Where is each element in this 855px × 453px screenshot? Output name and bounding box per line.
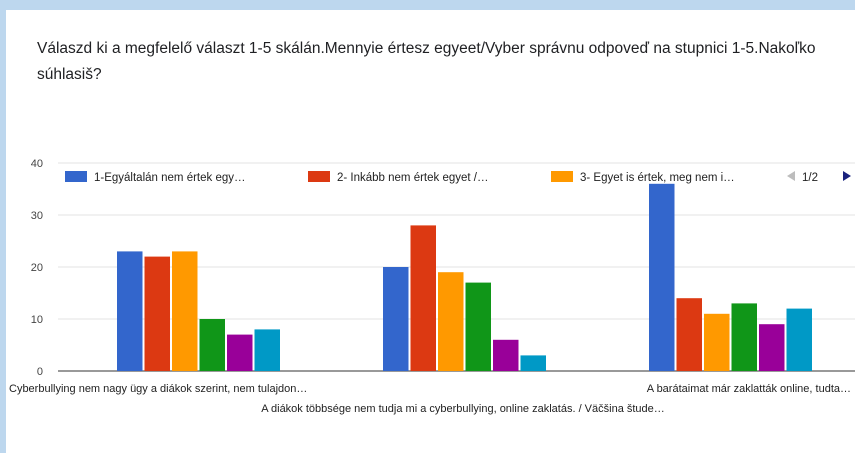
legend-item: 3- Egyet is értek, meg nem i… [551, 171, 735, 184]
bar [493, 339, 519, 371]
bars [117, 183, 812, 371]
bar [520, 355, 546, 371]
bar [254, 329, 280, 371]
bar [438, 272, 464, 371]
legend-label: 1-Egyáltalán nem értek egy… [94, 172, 246, 184]
y-tick-label: 40 [31, 158, 43, 170]
bar [227, 334, 253, 371]
x-category-label: A barátaimat már zaklatták online, tudta… [647, 383, 851, 395]
bar [676, 298, 702, 371]
chart-title: Válaszd ki a megfelelő választ 1-5 skálá… [37, 40, 816, 83]
bar-chart: 0 10 20 30 40 Cyberbullying nem nagy ügy a d… [9, 158, 855, 415]
legend-swatch [551, 171, 573, 182]
chart-card: Válaszd ki a megfelelő választ 1-5 skálá… [6, 10, 855, 453]
bar [199, 319, 225, 371]
legend-swatch [308, 171, 330, 182]
legend-label: 3- Egyet is értek, meg nem i… [580, 172, 735, 184]
bar [465, 282, 491, 371]
legend-page-indicator: 1/2 [802, 172, 818, 184]
legend-label: 2- Inkább nem értek egyet /… [337, 172, 489, 184]
prev-page-icon[interactable] [787, 171, 795, 181]
x-axis: Cyberbullying nem nagy ügy a diákok szer… [9, 383, 851, 415]
y-tick-label: 30 [31, 210, 43, 222]
y-tick-label: 0 [37, 366, 43, 378]
bar [410, 225, 436, 371]
bar [649, 183, 675, 371]
bar [786, 308, 812, 371]
x-category-label: A diákok többsége nem tudja mi a cyberbu… [261, 403, 665, 415]
bar [759, 324, 785, 371]
bar [731, 303, 757, 371]
bar [704, 313, 730, 371]
bar [383, 267, 409, 371]
legend-item: 1-Egyáltalán nem értek egy… [65, 171, 246, 184]
y-tick-label: 20 [31, 262, 43, 274]
legend-item: 2- Inkább nem értek egyet /… [308, 171, 489, 184]
legend: 1-Egyáltalán nem értek egy… 2- Inkább nem… [65, 171, 851, 184]
y-tick-label: 10 [31, 314, 43, 326]
next-page-icon[interactable] [843, 171, 851, 181]
bar [144, 256, 170, 371]
legend-pager[interactable]: 1/2 [787, 171, 851, 184]
bar [117, 251, 143, 371]
legend-swatch [65, 171, 87, 182]
y-axis: 0 10 20 30 40 [31, 158, 43, 378]
bar [172, 251, 198, 371]
x-category-label: Cyberbullying nem nagy ügy a diákok szer… [9, 383, 307, 395]
